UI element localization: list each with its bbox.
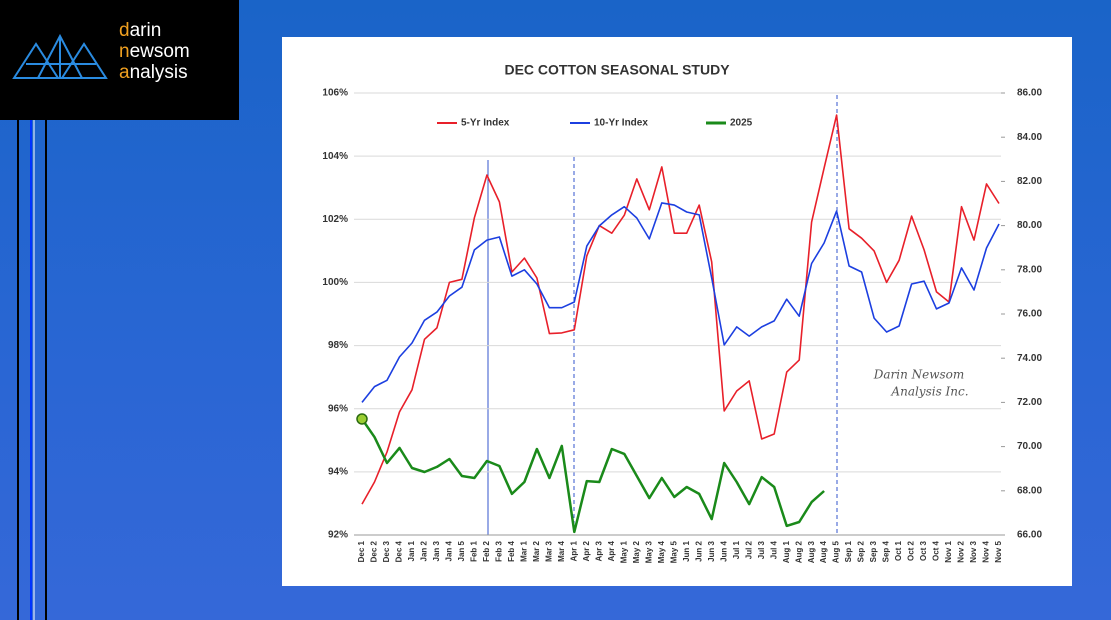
x-tick-label: Mar 3 — [544, 540, 553, 561]
x-tick-label: Mar 4 — [557, 540, 566, 561]
chart-panel — [282, 37, 1072, 586]
x-tick-label: Feb 1 — [470, 540, 479, 561]
x-tick-label: May 1 — [619, 540, 628, 563]
x-tick-label: Jul 3 — [757, 540, 766, 559]
x-tick-label: Dec 2 — [370, 540, 379, 562]
x-tick-label: Jan 1 — [407, 540, 416, 561]
logo-mark — [12, 33, 108, 79]
y2-tick-label: 74.00 — [1017, 353, 1042, 364]
x-tick-label: May 5 — [669, 540, 678, 563]
y2-tick-label: 82.00 — [1017, 176, 1042, 187]
y2-tick-label: 84.00 — [1017, 132, 1042, 143]
x-tick-label: May 4 — [657, 540, 666, 563]
y2-tick-label: 76.00 — [1017, 309, 1042, 320]
x-tick-label: Jan 2 — [420, 540, 429, 561]
x-tick-label: Nov 5 — [994, 540, 1003, 562]
y-tick-label: 98% — [328, 340, 348, 351]
y-tick-label: 100% — [322, 277, 348, 288]
y-tick-label: 102% — [322, 214, 348, 225]
x-tick-label: Jun 1 — [682, 540, 691, 561]
x-tick-label: Jun 3 — [707, 540, 716, 561]
brand-line: analysis — [119, 62, 188, 83]
watermark: Analysis Inc. — [890, 385, 968, 399]
watermark: Darin Newsom — [873, 368, 965, 382]
x-tick-label: Feb 3 — [495, 540, 504, 561]
y2-tick-label: 70.00 — [1017, 441, 1042, 452]
brand: darin newsom analysis — [119, 20, 190, 83]
x-tick-label: Aug 3 — [807, 540, 816, 563]
x-tick-label: Jan 3 — [432, 540, 441, 561]
x-tick-label: Nov 4 — [982, 540, 991, 562]
y2-tick-label: 78.00 — [1017, 264, 1042, 275]
x-tick-label: Aug 1 — [782, 540, 791, 563]
x-tick-label: Dec 3 — [382, 540, 391, 562]
x-tick-label: Sep 3 — [869, 540, 878, 562]
x-tick-label: Jul 2 — [744, 540, 753, 559]
x-tick-label: Sep 1 — [844, 540, 853, 562]
y-tick-label: 104% — [322, 151, 348, 162]
legend-label: 5-Yr Index — [461, 118, 510, 129]
side-rules — [17, 120, 47, 620]
x-tick-label: Apr 1 — [569, 540, 578, 561]
x-tick-label: Mar 2 — [532, 540, 541, 561]
x-tick-label: Feb 2 — [482, 540, 491, 561]
x-tick-label: Sep 2 — [857, 540, 866, 562]
x-tick-label: Sep 4 — [882, 540, 891, 562]
series-line — [361, 202, 1000, 403]
x-tick-label: Oct 3 — [919, 540, 928, 561]
x-tick-label: Nov 3 — [969, 540, 978, 562]
x-tick-label: Apr 3 — [594, 540, 603, 561]
x-tick-label: May 3 — [644, 540, 653, 563]
x-tick-label: Dec 4 — [395, 540, 404, 562]
x-tick-label: Aug 5 — [832, 540, 841, 563]
y2-tick-label: 68.00 — [1017, 485, 1042, 496]
series-line — [361, 114, 1000, 505]
x-tick-label: Aug 4 — [819, 540, 828, 563]
brand-line: darin — [119, 20, 162, 41]
start-point — [356, 413, 368, 425]
x-tick-label: Jul 4 — [769, 540, 778, 559]
brand-line: newsom — [119, 41, 190, 62]
x-tick-label: Jan 5 — [457, 540, 466, 561]
x-tick-label: Nov 2 — [957, 540, 966, 562]
x-tick-label: Apr 2 — [582, 540, 591, 561]
x-tick-label: Dec 1 — [357, 540, 366, 562]
x-tick-label: Jun 2 — [694, 540, 703, 561]
x-tick-label: Jul 1 — [732, 540, 741, 559]
y-tick-label: 96% — [328, 403, 348, 414]
x-tick-label: Nov 1 — [944, 540, 953, 562]
y2-tick-label: 80.00 — [1017, 220, 1042, 231]
legend-label: 10-Yr Index — [594, 118, 648, 129]
logo: darin newsom analysis — [0, 0, 239, 120]
y2-tick-label: 72.00 — [1017, 397, 1042, 408]
x-tick-label: Oct 4 — [932, 540, 941, 561]
x-tick-label: Mar 1 — [519, 540, 528, 561]
x-tick-label: Oct 1 — [894, 540, 903, 561]
x-tick-label: Feb 4 — [507, 540, 516, 561]
chart-title: DEC COTTON SEASONAL STUDY — [504, 62, 730, 78]
x-tick-label: Aug 2 — [794, 540, 803, 563]
x-tick-label: Apr 4 — [607, 540, 616, 561]
y-tick-label: 92% — [328, 530, 348, 541]
x-tick-label: Oct 2 — [907, 540, 916, 561]
y-tick-label: 106% — [322, 88, 348, 99]
y2-tick-label: 66.00 — [1017, 530, 1042, 541]
y2-tick-label: 86.00 — [1017, 88, 1042, 99]
x-tick-label: Jan 4 — [445, 540, 454, 561]
y-tick-label: 94% — [328, 466, 348, 477]
x-tick-label: Jun 4 — [719, 540, 728, 561]
series-line — [360, 418, 825, 534]
x-tick-label: May 2 — [632, 540, 641, 563]
legend-label: 2025 — [730, 118, 753, 129]
